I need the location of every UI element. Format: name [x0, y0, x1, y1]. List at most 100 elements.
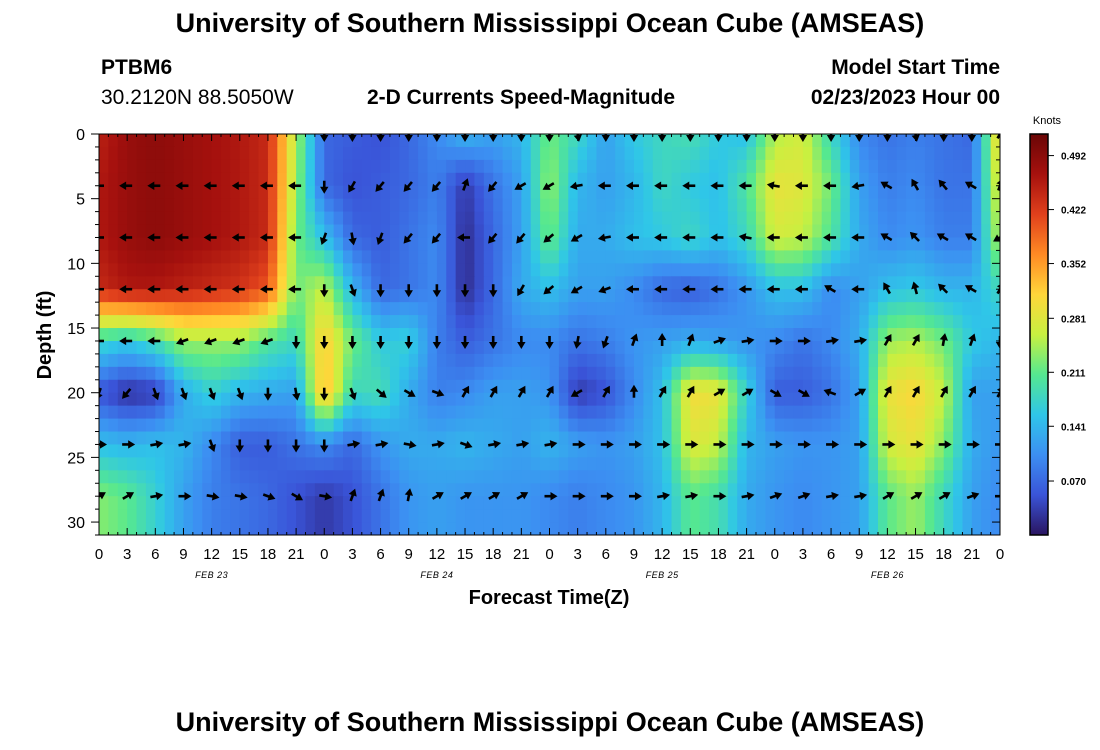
- current-arrow: [543, 233, 555, 243]
- heatmap-cell: [389, 470, 400, 484]
- heatmap-cell: [324, 379, 335, 394]
- heatmap-cell: [361, 263, 372, 277]
- heatmap-cell: [558, 198, 569, 213]
- heatmap-cell: [784, 211, 795, 226]
- heatmap-cell: [802, 224, 813, 239]
- heatmap-cell: [990, 457, 1000, 471]
- heatmap-cell: [164, 457, 175, 471]
- heatmap-cell: [99, 224, 109, 239]
- heatmap-cell: [511, 405, 522, 420]
- heatmap-cell: [267, 250, 278, 264]
- heatmap-cell: [530, 185, 541, 200]
- heatmap-cell: [755, 159, 766, 174]
- heatmap-cell: [596, 315, 607, 329]
- heatmap-cell: [427, 224, 438, 239]
- heatmap-cell: [239, 392, 250, 407]
- heatmap-cell: [502, 496, 513, 510]
- heatmap-cell: [117, 198, 128, 213]
- heatmap-cell: [549, 134, 560, 148]
- heatmap-cell: [418, 483, 429, 497]
- heatmap-cell: [164, 522, 175, 535]
- heatmap-cell: [934, 172, 945, 187]
- heatmap-cell: [258, 340, 269, 355]
- x-axis: 0 3 6 9 12 15 18 21 0 3 6 9 12 15 18 21 0 3 6 9 12 15 18 21 0 3 6 9…: [95, 134, 1004, 580]
- heatmap-cell: [737, 237, 748, 252]
- heatmap-cell: [802, 134, 813, 148]
- heatmap-cell: [746, 353, 757, 368]
- current-arrow: [823, 233, 837, 242]
- heatmap-cell: [746, 418, 757, 433]
- current-arrow: [851, 233, 865, 242]
- heatmap-cell: [605, 405, 616, 420]
- current-arrow: [654, 181, 668, 190]
- heatmap-cell: [887, 444, 898, 458]
- heatmap-cell: [962, 159, 973, 174]
- heatmap-cell: [183, 185, 194, 200]
- heatmap-cell: [286, 263, 297, 277]
- current-arrow: [320, 439, 329, 453]
- heatmap-cell: [277, 496, 288, 510]
- heatmap-cell: [934, 328, 945, 342]
- heatmap-cell: [896, 315, 907, 329]
- heatmap-cell: [812, 263, 823, 277]
- heatmap-cell: [840, 457, 851, 471]
- heatmap-cell: [793, 134, 804, 148]
- heatmap-cell: [765, 496, 776, 510]
- date-label: FEB 26: [871, 570, 904, 580]
- heatmap-cell: [286, 405, 297, 420]
- heatmap-cell: [737, 302, 748, 316]
- heatmap-cell: [981, 392, 992, 407]
- heatmap-cell: [399, 224, 410, 239]
- heatmap-cell: [511, 522, 522, 535]
- heatmap-cell: [99, 172, 109, 187]
- heatmap-cell: [221, 328, 231, 342]
- heatmap-cell: [971, 470, 982, 484]
- heatmap-cell: [802, 431, 813, 446]
- heatmap-cell: [877, 250, 888, 264]
- heatmap-cell: [221, 185, 231, 200]
- heatmap-cell: [408, 392, 419, 407]
- current-arrow: [291, 335, 301, 349]
- heatmap-cell: [971, 392, 982, 407]
- heatmap-cell: [765, 509, 776, 523]
- heatmap-cell: [530, 470, 541, 484]
- heatmap-cell: [258, 353, 269, 368]
- heatmap-cell: [774, 457, 785, 471]
- heatmap-cell: [596, 172, 607, 187]
- y-axis-label: Depth (ft): [34, 291, 56, 380]
- heatmap-cell: [155, 366, 166, 381]
- heatmap-cell: [436, 211, 447, 226]
- heatmap-cell: [127, 198, 138, 213]
- heatmap-cell: [343, 198, 354, 213]
- heatmap-cell: [493, 328, 504, 342]
- heatmap-cell: [343, 263, 354, 277]
- heatmap-cell: [267, 302, 278, 316]
- heatmap-cell: [127, 353, 138, 368]
- heatmap-cell: [662, 237, 673, 252]
- heatmap-cell: [737, 340, 748, 355]
- current-arrow: [625, 181, 639, 190]
- current-arrow: [150, 440, 164, 449]
- heatmap-cell: [277, 224, 288, 239]
- heatmap-cell: [774, 185, 785, 200]
- heatmap-cell: [192, 418, 203, 433]
- heatmap-cell: [971, 328, 982, 342]
- heatmap-cell: [934, 315, 945, 329]
- heatmap-cell: [530, 276, 541, 290]
- heatmap-cell: [192, 392, 203, 407]
- heatmap-cell: [155, 315, 166, 329]
- heatmap-cell: [727, 315, 738, 329]
- heatmap-cell: [455, 302, 466, 316]
- heatmap-cell: [361, 185, 372, 200]
- heatmap-cell: [324, 289, 335, 303]
- heatmap-cell: [258, 457, 269, 471]
- heatmap-cell: [183, 302, 194, 316]
- heatmap-cell: [343, 353, 354, 368]
- heatmap-cell: [802, 315, 813, 329]
- heatmap-cell: [202, 146, 213, 161]
- heatmap-cell: [680, 431, 691, 446]
- current-arrow: [348, 335, 357, 349]
- heatmap-cell: [831, 134, 842, 148]
- heatmap-cell: [831, 237, 842, 252]
- current-arrow: [234, 492, 248, 501]
